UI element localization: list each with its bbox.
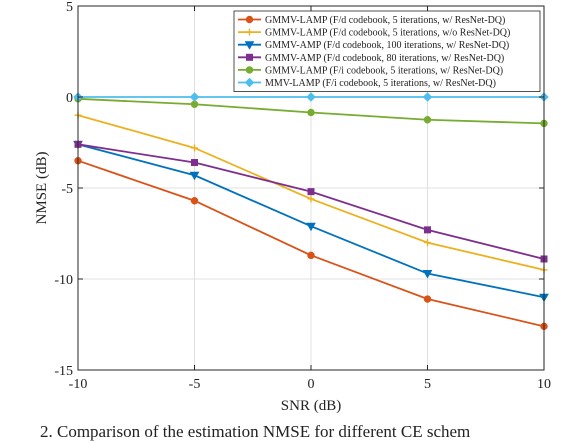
legend-swatch-marker <box>245 15 254 24</box>
legend-entry: MMV-LAMP (F/i codebook, 5 iterations, w/… <box>265 78 496 89</box>
legend-entry: GMMV-AMP (F/d codebook, 100 iterations, … <box>265 40 509 51</box>
legend-box <box>233 10 541 92</box>
data-point <box>307 251 315 260</box>
data-point <box>189 92 200 102</box>
legend-swatch-marker <box>244 77 255 88</box>
data-point <box>190 100 199 108</box>
legend-swatch-marker <box>244 41 255 50</box>
legend-swatch-marker <box>245 66 254 74</box>
tick-layer: -10 -5 0 5 10-15-10-505 <box>54 0 551 392</box>
data-point <box>306 222 316 232</box>
y-axis-label: NMSE (dB) <box>34 152 50 225</box>
x-axis-label: SNR (dB) <box>281 398 341 414</box>
y-tick-label: -5 <box>61 182 73 197</box>
data-point <box>424 239 431 247</box>
y-tick-label: -15 <box>54 364 73 379</box>
data-point <box>191 144 198 152</box>
series-group <box>73 92 549 102</box>
data-point <box>306 92 316 102</box>
data-point <box>307 195 315 203</box>
figure-caption: 2. Comparison of the estimation NMSE for… <box>40 422 471 441</box>
legend-entry: GMMV-LAMP (F/i codebook, 5 iterations, w… <box>265 65 503 76</box>
y-tick-label: -10 <box>54 273 73 288</box>
x-tick-label: -5 <box>189 377 201 392</box>
legend-swatch-marker <box>246 28 253 36</box>
data-point <box>422 92 433 102</box>
data-point <box>423 116 432 124</box>
legend: GMMV-LAMP (F/d codebook, 5 iterations, w… <box>233 10 541 92</box>
data-point <box>307 108 315 117</box>
legend-swatch-marker <box>246 53 253 61</box>
legend-entry: GMMV-AMP (F/d codebook, 80 iterations, w… <box>265 53 504 64</box>
data-point <box>189 171 200 181</box>
y-tick-label: 5 <box>66 0 73 15</box>
legend-entry: GMMV-LAMP (F/d codebook, 5 iterations, w… <box>265 15 505 26</box>
x-tick-label: -10 <box>69 377 88 392</box>
series-group <box>74 95 548 128</box>
x-tick-label: 10 <box>537 377 551 392</box>
data-point <box>424 226 431 234</box>
data-point <box>422 270 433 279</box>
data-point <box>190 197 199 205</box>
data-point <box>307 188 315 196</box>
x-tick-label: 0 <box>308 377 315 392</box>
x-tick-label: 5 <box>424 377 431 392</box>
data-point <box>191 159 198 167</box>
y-tick-label: 0 <box>66 91 73 106</box>
data-point <box>423 295 432 303</box>
legend-entry: GMMV-LAMP (F/d codebook, 5 iterations, w… <box>265 28 510 39</box>
